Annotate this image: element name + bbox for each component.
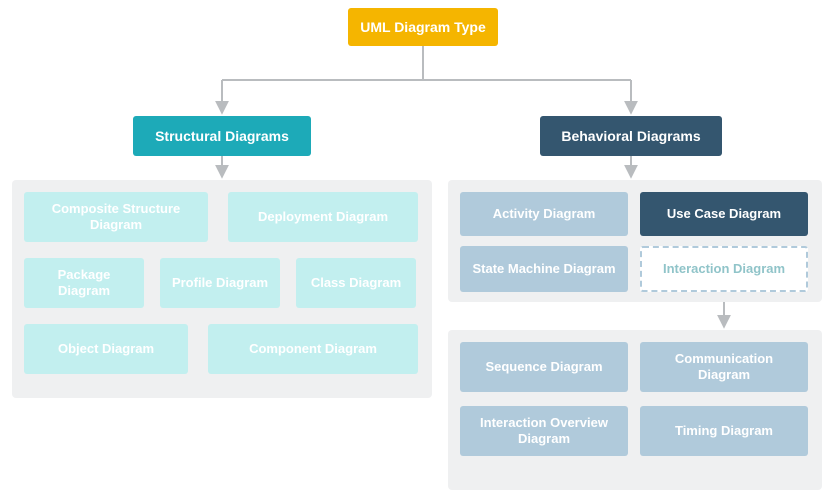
node-component: Component Diagram (208, 324, 418, 374)
node-interaction-overview: Interaction Overview Diagram (460, 406, 628, 456)
node-state-machine: State Machine Diagram (460, 246, 628, 292)
node-activity: Activity Diagram (460, 192, 628, 236)
node-object: Object Diagram (24, 324, 188, 374)
node-communication: Communication Diagram (640, 342, 808, 392)
node-use-case: Use Case Diagram (640, 192, 808, 236)
node-package: Package Diagram (24, 258, 144, 308)
node-composite-structure: Composite Structure Diagram (24, 192, 208, 242)
node-profile: Profile Diagram (160, 258, 280, 308)
node-deployment: Deployment Diagram (228, 192, 418, 242)
node-structural: Structural Diagrams (133, 116, 311, 156)
node-timing: Timing Diagram (640, 406, 808, 456)
node-sequence: Sequence Diagram (460, 342, 628, 392)
node-root: UML Diagram Type (348, 8, 498, 46)
node-behavioral: Behavioral Diagrams (540, 116, 722, 156)
node-class: Class Diagram (296, 258, 416, 308)
node-interaction: Interaction Diagram (640, 246, 808, 292)
